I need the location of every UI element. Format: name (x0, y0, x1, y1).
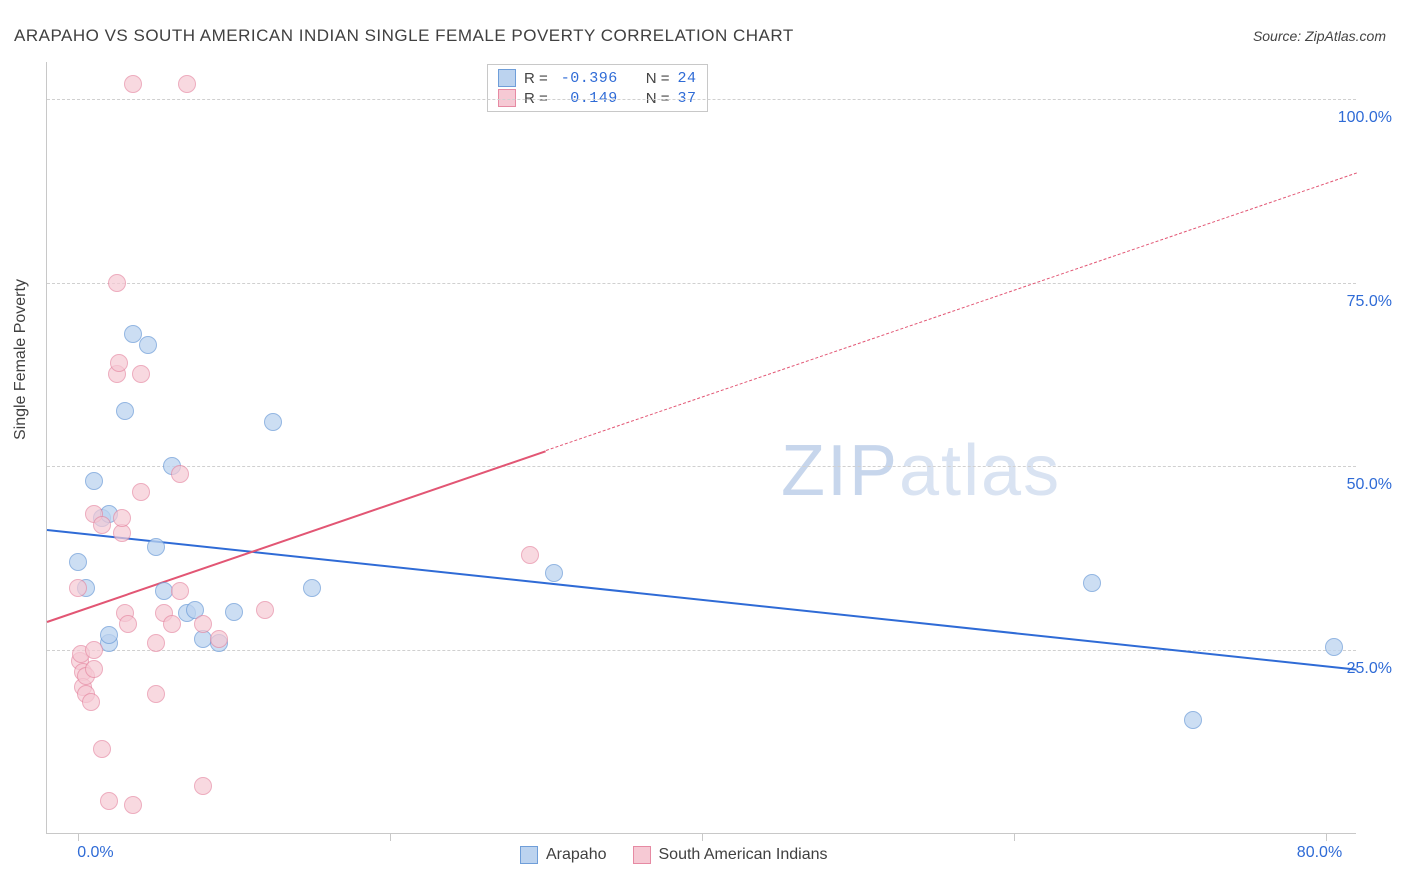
legend-item: Arapaho (520, 846, 607, 864)
data-point (545, 564, 563, 582)
y-tick-label: 50.0% (1347, 476, 1392, 494)
y-tick-label: 25.0% (1347, 660, 1392, 678)
data-point (93, 516, 111, 534)
x-tick (702, 833, 703, 841)
legend-item: South American Indians (633, 846, 828, 864)
data-point (147, 538, 165, 556)
x-tick-label: 80.0% (1297, 844, 1342, 862)
data-point (1184, 711, 1202, 729)
data-point (69, 579, 87, 597)
data-point (69, 553, 87, 571)
y-axis-label: Single Female Poverty (12, 279, 30, 440)
data-point (139, 336, 157, 354)
data-point (124, 75, 142, 93)
regression-line (546, 172, 1357, 451)
legend-row: R = -0.396 N = 24 (498, 69, 697, 87)
data-point (82, 693, 100, 711)
data-point (147, 634, 165, 652)
data-point (124, 796, 142, 814)
data-point (124, 325, 142, 343)
x-tick (1014, 833, 1015, 841)
x-tick-label: 0.0% (77, 844, 113, 862)
data-point (85, 472, 103, 490)
data-point (256, 601, 274, 619)
data-point (110, 354, 128, 372)
data-point (521, 546, 539, 564)
x-tick (390, 833, 391, 841)
data-point (1083, 574, 1101, 592)
gridline (47, 650, 1356, 651)
data-point (100, 626, 118, 644)
plot-area: ZIPatlas R =-0.396N =24R =0.149N =37 (46, 62, 1356, 834)
data-point (93, 740, 111, 758)
r-value: -0.396 (556, 70, 618, 87)
watermark: ZIPatlas (781, 430, 1061, 512)
x-tick (78, 833, 79, 841)
data-point (225, 603, 243, 621)
gridline (47, 283, 1356, 284)
x-tick (1326, 833, 1327, 841)
data-point (210, 630, 228, 648)
y-tick-label: 100.0% (1338, 109, 1392, 127)
legend-swatch (498, 69, 516, 87)
data-point (171, 582, 189, 600)
chart-container: ARAPAHO VS SOUTH AMERICAN INDIAN SINGLE … (0, 0, 1406, 892)
data-point (171, 465, 189, 483)
watermark-suffix: atlas (899, 431, 1061, 511)
r-label: R = (524, 70, 548, 87)
legend-swatch (520, 846, 538, 864)
series-legend: Arapaho South American Indians (520, 846, 828, 864)
correlation-legend: R =-0.396N =24R =0.149N =37 (487, 64, 708, 112)
chart-title: ARAPAHO VS SOUTH AMERICAN INDIAN SINGLE … (14, 26, 794, 46)
data-point (100, 792, 118, 810)
n-value: 24 (678, 70, 697, 87)
data-point (85, 641, 103, 659)
data-point (147, 685, 165, 703)
data-point (116, 402, 134, 420)
gridline (47, 99, 1356, 100)
legend-label: South American Indians (659, 846, 828, 864)
data-point (85, 660, 103, 678)
data-point (264, 413, 282, 431)
data-point (1325, 638, 1343, 656)
data-point (119, 615, 137, 633)
y-tick-label: 75.0% (1347, 293, 1392, 311)
data-point (303, 579, 321, 597)
data-point (163, 615, 181, 633)
data-point (108, 274, 126, 292)
data-point (132, 365, 150, 383)
data-point (178, 75, 196, 93)
legend-swatch (633, 846, 651, 864)
gridline (47, 466, 1356, 467)
source-label: Source: ZipAtlas.com (1253, 28, 1386, 44)
data-point (194, 615, 212, 633)
data-point (132, 483, 150, 501)
data-point (113, 509, 131, 527)
data-point (194, 777, 212, 795)
legend-label: Arapaho (546, 846, 607, 864)
n-label: N = (646, 70, 670, 87)
